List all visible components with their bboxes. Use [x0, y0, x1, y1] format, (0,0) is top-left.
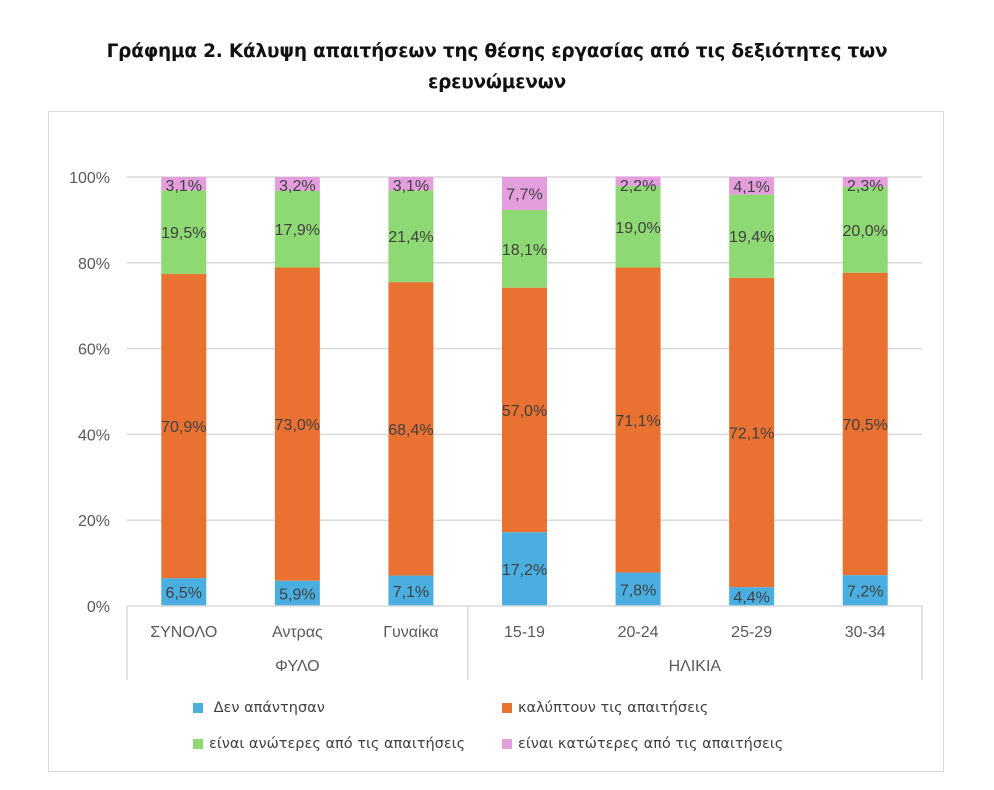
- bar-segment: [274, 190, 320, 268]
- data-label: 57,0%: [502, 403, 547, 420]
- x-tick-label: 20-24: [618, 624, 659, 641]
- y-tick-label: 20%: [78, 513, 110, 530]
- chart-title-line-1: Γράφημα 2. Κάλυψη απαιτήσεων της θέσης ε…: [106, 41, 888, 62]
- legend-swatch: [193, 739, 203, 749]
- legend-swatch: [193, 703, 203, 713]
- legend-item: είναι ανώτερες από τις απαιτήσεις: [193, 736, 465, 752]
- data-label: 71,1%: [615, 413, 660, 430]
- data-label: 68,4%: [388, 422, 433, 439]
- data-label: 19,0%: [615, 220, 660, 237]
- bar-segment: [502, 177, 547, 211]
- bar-segment: [502, 287, 547, 533]
- data-label: 2,2%: [620, 178, 656, 195]
- bar-segment: [502, 210, 547, 288]
- data-label: 17,9%: [275, 222, 320, 239]
- bar-segment: [388, 177, 434, 191]
- x-tick-label: 15-19: [504, 624, 545, 641]
- legend-label: Δεν απάντησαν: [209, 700, 325, 716]
- bar-segment: [274, 267, 320, 581]
- bar-segment: [274, 177, 320, 191]
- bar-segment: [161, 177, 207, 191]
- legend-item: είναι κατώτερες από τις απαιτήσεις: [502, 736, 783, 752]
- data-label: 4,1%: [733, 179, 769, 196]
- y-tick-label: 100%: [69, 170, 110, 187]
- bar-segment: [615, 186, 661, 268]
- chart-frame: [48, 111, 944, 772]
- bar-segment: [615, 267, 661, 573]
- legend-item: Δεν απάντησαν: [193, 700, 325, 716]
- legend-label: καλύπτουν τις απαιτήσεις: [518, 700, 709, 716]
- x-tick-label: Γυναίκα: [383, 624, 438, 641]
- x-tick-label: 30-34: [845, 624, 886, 641]
- bar-segment: [388, 190, 434, 283]
- bar-segment: [388, 575, 434, 606]
- y-tick-label: 0%: [87, 599, 110, 616]
- data-label: 70,9%: [161, 419, 206, 436]
- chart-title-line-2: ερευνώμενων: [427, 72, 566, 93]
- x-tick-label: ΣΥΝΟΛΟ: [150, 624, 217, 641]
- bar-segment: [388, 282, 434, 576]
- data-label: 3,2%: [279, 178, 315, 195]
- x-tick-label: 25-29: [731, 624, 772, 641]
- data-label: 2,3%: [847, 178, 883, 195]
- data-label: 73,0%: [275, 417, 320, 434]
- data-label: 17,2%: [502, 562, 547, 579]
- bar-segment: [729, 277, 775, 588]
- data-label: 18,1%: [502, 242, 547, 259]
- data-label: 19,4%: [729, 229, 774, 246]
- bar-segment: [161, 190, 207, 274]
- bar-segment: [842, 186, 888, 273]
- bar-segment: [729, 194, 775, 278]
- data-label: 20,0%: [843, 223, 888, 240]
- data-label: 7,2%: [847, 584, 883, 601]
- data-label: 19,5%: [161, 225, 206, 242]
- bar-segment: [274, 580, 320, 606]
- data-label: 7,7%: [506, 187, 542, 204]
- data-label: 7,1%: [393, 584, 429, 601]
- data-label: 7,8%: [620, 582, 656, 599]
- bar-segment: [502, 532, 547, 606]
- bar-segment: [842, 177, 888, 187]
- x-group-label: ΦΥΛΟ: [275, 658, 320, 675]
- data-label: 4,4%: [733, 590, 769, 607]
- legend-label: είναι κατώτερες από τις απαιτήσεις: [518, 736, 784, 752]
- y-tick-label: 80%: [78, 256, 110, 273]
- legend-swatch: [502, 739, 512, 749]
- data-label: 6,5%: [166, 585, 202, 602]
- legend-swatch: [502, 703, 512, 713]
- data-label: 21,4%: [388, 229, 433, 246]
- legend-item: καλύπτουν τις απαιτήσεις: [502, 700, 708, 716]
- chart-title: Γράφημα 2. Κάλυψη απαιτήσεων της θέσης ε…: [60, 36, 934, 98]
- y-tick-label: 40%: [78, 427, 110, 444]
- x-group-label: ΗΛΙΚΙΑ: [669, 658, 722, 675]
- data-label: 3,1%: [393, 178, 429, 195]
- legend-label: είναι ανώτερες από τις απαιτήσεις: [209, 736, 466, 752]
- bar-segment: [842, 272, 888, 576]
- bar-segment: [729, 587, 775, 606]
- bar-segment: [615, 176, 661, 187]
- x-tick-label: Αντρας: [272, 624, 323, 641]
- bar-segment: [615, 572, 661, 606]
- bar-segment: [161, 578, 207, 606]
- data-label: 3,1%: [166, 178, 202, 195]
- data-label: 72,1%: [729, 425, 774, 442]
- bar-segment: [842, 575, 888, 606]
- data-label: 70,5%: [843, 417, 888, 434]
- bar-segment: [161, 273, 207, 579]
- data-label: 5,9%: [279, 586, 315, 603]
- bar-segment: [729, 177, 775, 195]
- y-tick-label: 60%: [78, 342, 110, 359]
